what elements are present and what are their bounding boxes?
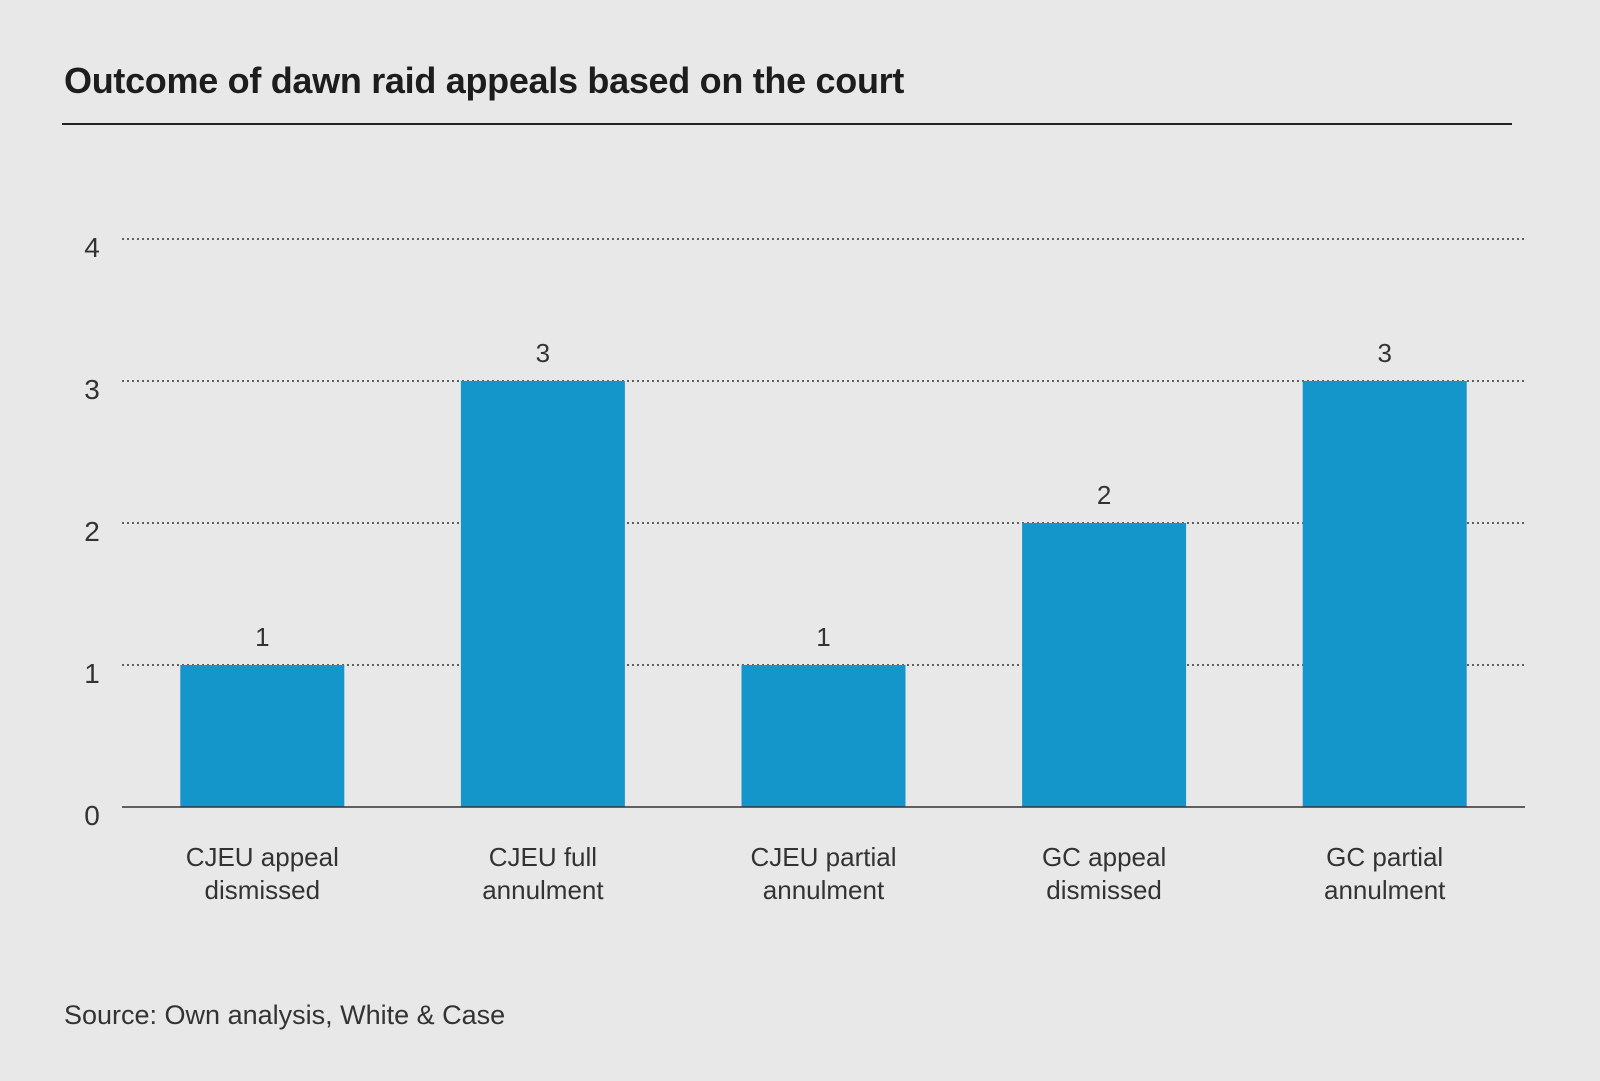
x-tick-label: dismissed xyxy=(205,875,321,905)
data-label: 3 xyxy=(1377,338,1391,368)
y-tick-label: 2 xyxy=(84,516,100,547)
bar xyxy=(1302,381,1467,807)
data-labels: 1 3 1 2 3 xyxy=(255,338,1392,652)
x-tick-label: CJEU full xyxy=(489,842,597,872)
y-tick-label: 1 xyxy=(84,658,100,689)
x-tick-label: annulment xyxy=(763,875,885,905)
bar xyxy=(1022,523,1187,807)
bar xyxy=(180,665,345,807)
x-tick-label: CJEU partial xyxy=(751,842,897,872)
source-note: Source: Own analysis, White & Case xyxy=(64,1000,506,1030)
y-tick-label: 0 xyxy=(84,800,100,831)
title-divider xyxy=(62,123,1512,125)
bars xyxy=(180,381,1467,807)
x-tick-label: annulment xyxy=(482,875,604,905)
chart-title: Outcome of dawn raid appeals based on th… xyxy=(64,60,905,101)
x-tick-label: annulment xyxy=(1324,875,1446,905)
x-tick-label: GC partial xyxy=(1326,842,1443,872)
x-tick-label: GC appeal xyxy=(1042,842,1166,872)
data-label: 2 xyxy=(1097,480,1111,510)
data-label: 1 xyxy=(816,622,830,652)
bar xyxy=(460,381,625,807)
data-label: 1 xyxy=(255,622,269,652)
y-axis-ticks: 0 1 2 3 4 xyxy=(84,232,100,831)
bar xyxy=(741,665,906,807)
x-tick-label: dismissed xyxy=(1046,875,1162,905)
data-label: 3 xyxy=(536,338,550,368)
y-tick-label: 3 xyxy=(84,374,100,405)
x-tick-label: CJEU appeal xyxy=(186,842,339,872)
y-tick-label: 4 xyxy=(84,232,100,263)
